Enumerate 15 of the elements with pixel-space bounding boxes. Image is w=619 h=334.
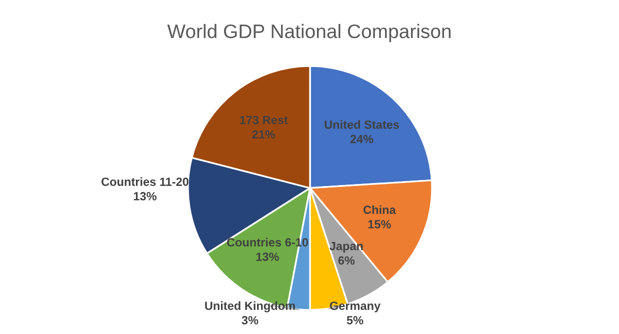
slice-label: China <box>364 205 396 214</box>
chart-title: World GDP National Comparison <box>167 24 451 42</box>
data-label: 5% <box>346 316 364 324</box>
slice-label: Germany <box>330 302 381 312</box>
slice-label: United Kingdom <box>205 301 295 312</box>
data-label: 3% <box>242 316 258 324</box>
slice-label: United States <box>324 120 400 129</box>
data-label: 6% <box>338 256 355 265</box>
slice-label: 173 Rest <box>240 116 288 124</box>
data-label: 24% <box>350 134 374 144</box>
data-label: 13% <box>134 192 157 200</box>
data-label: 15% <box>368 220 391 228</box>
slice-label: Countries 11-20 <box>102 177 188 186</box>
data-label: 21% <box>252 130 276 139</box>
data-label: 13% <box>256 252 279 261</box>
